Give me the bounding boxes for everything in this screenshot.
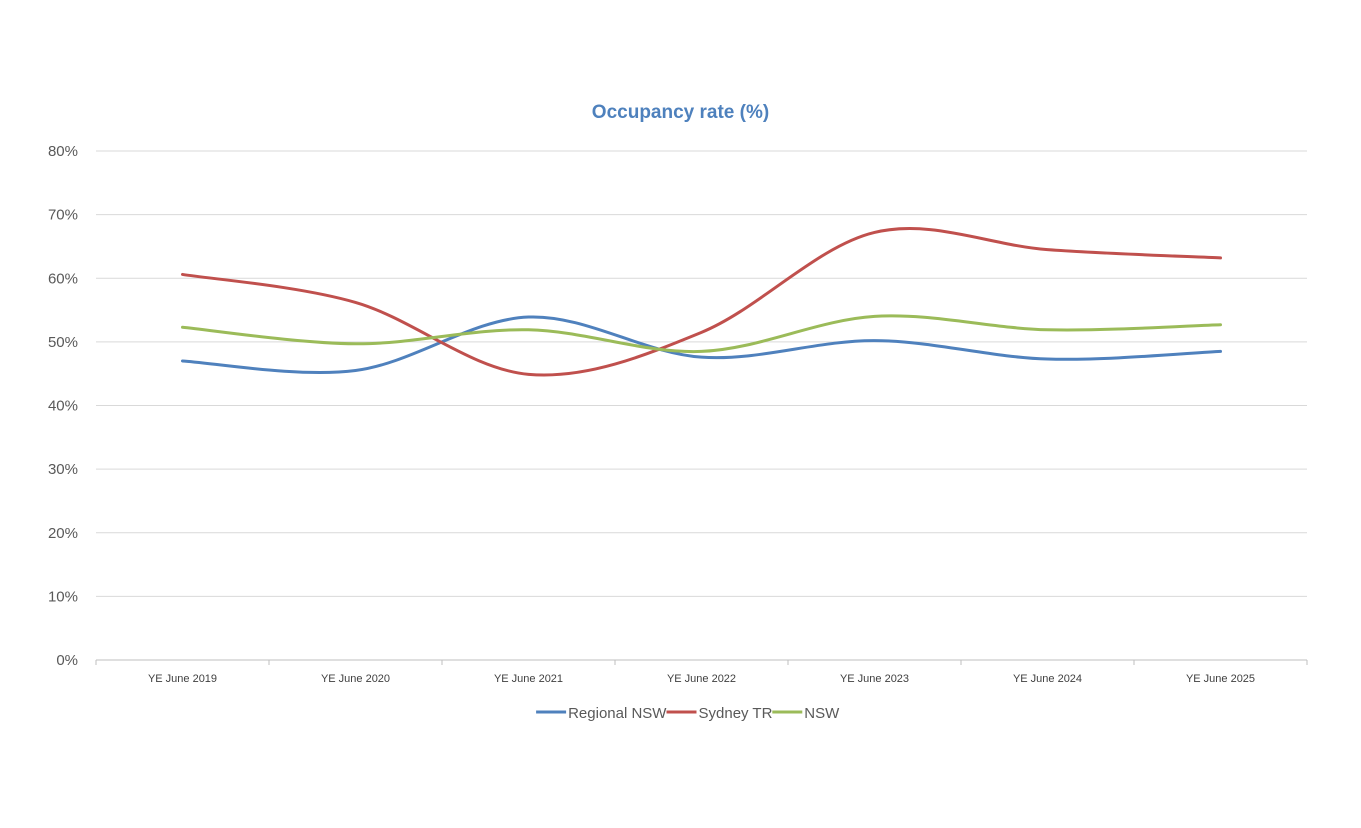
y-tick-label: 10%	[48, 588, 78, 605]
y-tick-label: 50%	[48, 334, 78, 351]
y-tick-label: 80%	[48, 143, 78, 160]
y-tick-label: 60%	[48, 270, 78, 287]
y-tick-label: 40%	[48, 398, 78, 415]
x-tick-label: YE June 2025	[1186, 673, 1255, 685]
series-line-nsw	[181, 314, 1222, 354]
series-line-sydney-tr	[181, 227, 1222, 377]
legend-label-nsw: NSW	[804, 705, 840, 722]
chart-title: Occupancy rate (%)	[591, 102, 770, 123]
x-tick-label: YE June 2022	[667, 673, 736, 685]
x-tick-label: YE June 2019	[148, 673, 217, 685]
x-tick-label: YE June 2021	[494, 673, 563, 685]
x-tick-label: YE June 2023	[840, 673, 909, 685]
legend-label-sydney-tr: Sydney TR	[699, 705, 773, 722]
series-line-regional-nsw	[181, 315, 1222, 374]
y-tick-label: 30%	[48, 461, 78, 478]
x-tick-label: YE June 2020	[321, 673, 390, 685]
y-tick-label: 70%	[48, 207, 78, 224]
y-tick-label: 20%	[48, 525, 78, 542]
x-tick-label: YE June 2024	[1013, 673, 1082, 685]
y-tick-label: 0%	[56, 652, 78, 669]
legend-label-regional-nsw: Regional NSW	[568, 705, 667, 722]
